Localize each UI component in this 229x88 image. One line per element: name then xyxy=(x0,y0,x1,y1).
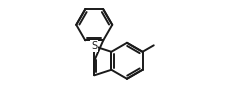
Text: S: S xyxy=(91,41,97,51)
